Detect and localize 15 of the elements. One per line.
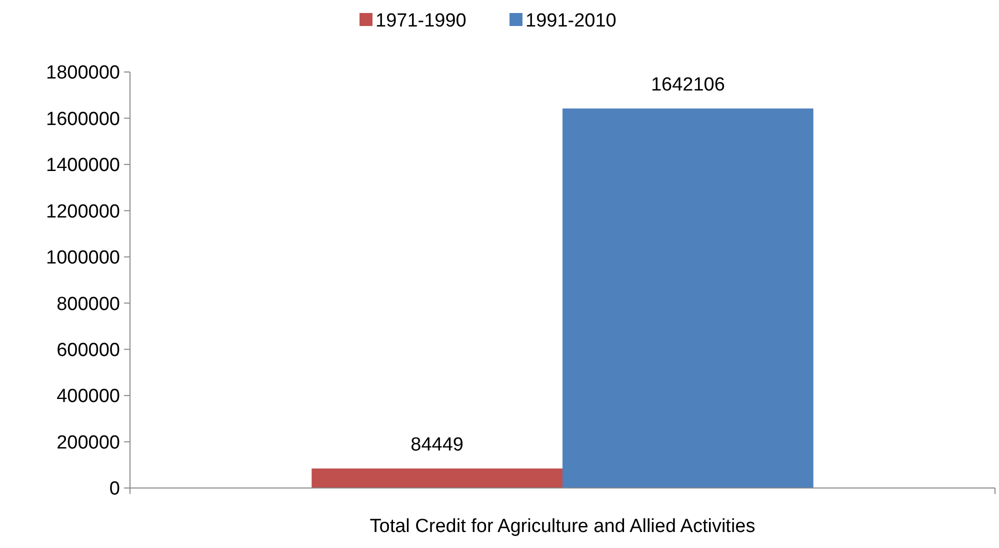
legend-label: 1991-2010 (526, 10, 616, 32)
y-tick-label: 0 (109, 478, 120, 500)
y-tick-label: 1000000 (46, 248, 120, 269)
y-tick-label: 200000 (56, 432, 120, 454)
y-tick-label: 600000 (56, 340, 120, 361)
y-tick-label: 1600000 (46, 108, 120, 130)
y-tick-label: 1200000 (46, 201, 120, 222)
y-tick-label: 400000 (56, 386, 120, 408)
x-tick-label: Total Credit for Agriculture and Allied Activities (370, 516, 756, 537)
data-label: 84449 (410, 434, 464, 456)
y-tick-label: 800000 (56, 294, 120, 315)
data-label: 1642106 (650, 74, 725, 96)
legend-label: 1971-1990 (376, 10, 466, 32)
y-tick-label: 1400000 (46, 155, 120, 176)
y-tick-label: 1800000 (46, 62, 120, 84)
